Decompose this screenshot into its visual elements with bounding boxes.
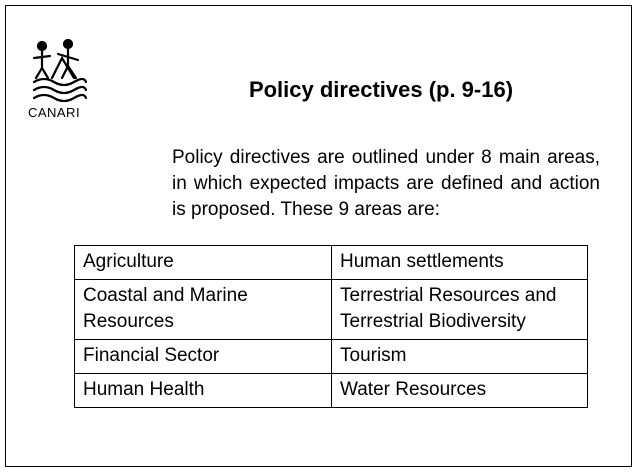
slide-frame <box>5 5 632 467</box>
table-row: Financial Sector Tourism <box>74 339 588 374</box>
table-row: Agriculture Human settlements <box>74 245 588 280</box>
table-row: Coastal and Marine Resources Terrestrial … <box>74 279 588 340</box>
table-cell: Financial Sector <box>74 339 332 374</box>
table-cell: Terrestrial Resources and Terrestrial Bi… <box>331 279 588 340</box>
table-cell: Human settlements <box>331 245 588 280</box>
table-cell: Coastal and Marine Resources <box>74 279 332 340</box>
slide-title: Policy directives (p. 9-16) <box>248 77 514 102</box>
logo-icon <box>32 38 88 103</box>
logo-label: CANARI <box>27 105 81 120</box>
table-cell: Water Resources <box>331 373 588 408</box>
table-row: Human Health Water Resources <box>74 373 588 408</box>
table-cell: Human Health <box>74 373 332 408</box>
areas-table: Agriculture Human settlements Coastal and … <box>74 245 588 408</box>
table-cell: Tourism <box>331 339 588 374</box>
table-cell: Agriculture <box>74 245 332 280</box>
intro-paragraph: Policy directives are outlined under 8 m… <box>172 147 600 220</box>
